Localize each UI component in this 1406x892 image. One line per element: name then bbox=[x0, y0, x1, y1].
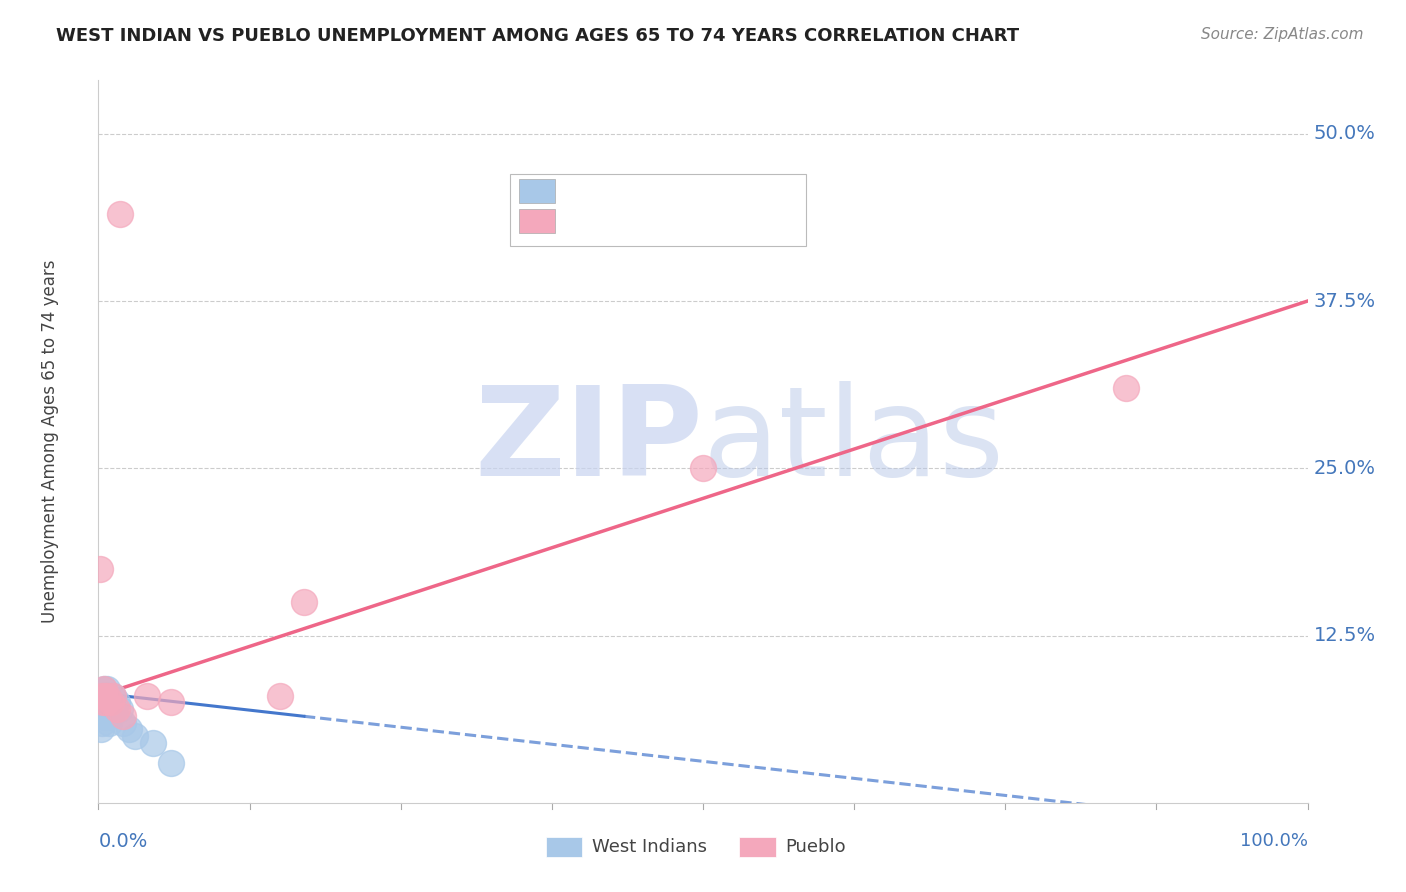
Point bbox=[91, 715, 114, 730]
Text: 0.546: 0.546 bbox=[616, 213, 673, 231]
Point bbox=[100, 696, 122, 710]
FancyBboxPatch shape bbox=[546, 837, 582, 857]
Point bbox=[91, 689, 114, 703]
Point bbox=[96, 689, 118, 703]
FancyBboxPatch shape bbox=[509, 174, 806, 246]
Point bbox=[93, 681, 115, 696]
Point bbox=[94, 696, 117, 710]
FancyBboxPatch shape bbox=[519, 179, 555, 203]
Point bbox=[100, 708, 122, 723]
Point bbox=[101, 689, 124, 703]
Point bbox=[96, 702, 118, 716]
Point bbox=[101, 689, 124, 703]
Point bbox=[135, 689, 157, 703]
Text: 12.5%: 12.5% bbox=[1313, 626, 1375, 645]
Point bbox=[111, 715, 134, 730]
Point bbox=[105, 702, 128, 716]
Point bbox=[91, 696, 114, 710]
Point bbox=[90, 723, 112, 737]
Point bbox=[94, 689, 117, 703]
Point bbox=[105, 696, 128, 710]
Text: 17: 17 bbox=[747, 213, 772, 231]
Point bbox=[93, 696, 115, 710]
Text: 30: 30 bbox=[747, 183, 772, 202]
Text: N =: N = bbox=[699, 213, 738, 231]
Point bbox=[97, 702, 120, 716]
Point bbox=[160, 756, 183, 770]
Text: R =: R = bbox=[568, 213, 613, 231]
Point bbox=[292, 595, 315, 609]
Point bbox=[269, 689, 291, 703]
Text: N =: N = bbox=[699, 183, 738, 202]
Text: atlas: atlas bbox=[703, 381, 1005, 502]
Point bbox=[91, 689, 114, 703]
Point bbox=[160, 696, 183, 710]
Point bbox=[93, 702, 115, 716]
Text: Pueblo: Pueblo bbox=[785, 838, 846, 855]
Point bbox=[142, 735, 165, 749]
Point bbox=[98, 715, 121, 730]
Point bbox=[91, 708, 114, 723]
Text: West Indians: West Indians bbox=[592, 838, 707, 855]
Point bbox=[692, 461, 714, 475]
Point bbox=[97, 689, 120, 703]
FancyBboxPatch shape bbox=[519, 209, 555, 233]
Point bbox=[1115, 381, 1137, 395]
Point bbox=[96, 708, 118, 723]
Point bbox=[94, 696, 117, 710]
Text: 37.5%: 37.5% bbox=[1313, 292, 1375, 310]
Point bbox=[96, 696, 118, 710]
Text: Unemployment Among Ages 65 to 74 years: Unemployment Among Ages 65 to 74 years bbox=[41, 260, 59, 624]
Point bbox=[111, 708, 134, 723]
Point bbox=[94, 702, 117, 716]
Point bbox=[108, 702, 131, 716]
Text: 50.0%: 50.0% bbox=[1313, 124, 1375, 144]
FancyBboxPatch shape bbox=[740, 837, 776, 857]
Text: 25.0%: 25.0% bbox=[1313, 458, 1375, 478]
Point bbox=[91, 696, 114, 710]
Point bbox=[89, 562, 111, 576]
Point bbox=[93, 689, 115, 703]
Text: Source: ZipAtlas.com: Source: ZipAtlas.com bbox=[1201, 27, 1364, 42]
Text: 0.0%: 0.0% bbox=[98, 831, 148, 851]
Text: R =: R = bbox=[568, 183, 606, 202]
Point bbox=[124, 729, 146, 743]
Text: WEST INDIAN VS PUEBLO UNEMPLOYMENT AMONG AGES 65 TO 74 YEARS CORRELATION CHART: WEST INDIAN VS PUEBLO UNEMPLOYMENT AMONG… bbox=[56, 27, 1019, 45]
Point bbox=[96, 689, 118, 703]
Point bbox=[96, 681, 118, 696]
Point bbox=[98, 696, 121, 710]
Point bbox=[118, 723, 141, 737]
Point bbox=[108, 207, 131, 221]
Text: -0.242: -0.242 bbox=[616, 183, 681, 202]
Text: 100.0%: 100.0% bbox=[1240, 831, 1308, 850]
Text: ZIP: ZIP bbox=[474, 381, 703, 502]
Point bbox=[97, 708, 120, 723]
Point bbox=[93, 681, 115, 696]
